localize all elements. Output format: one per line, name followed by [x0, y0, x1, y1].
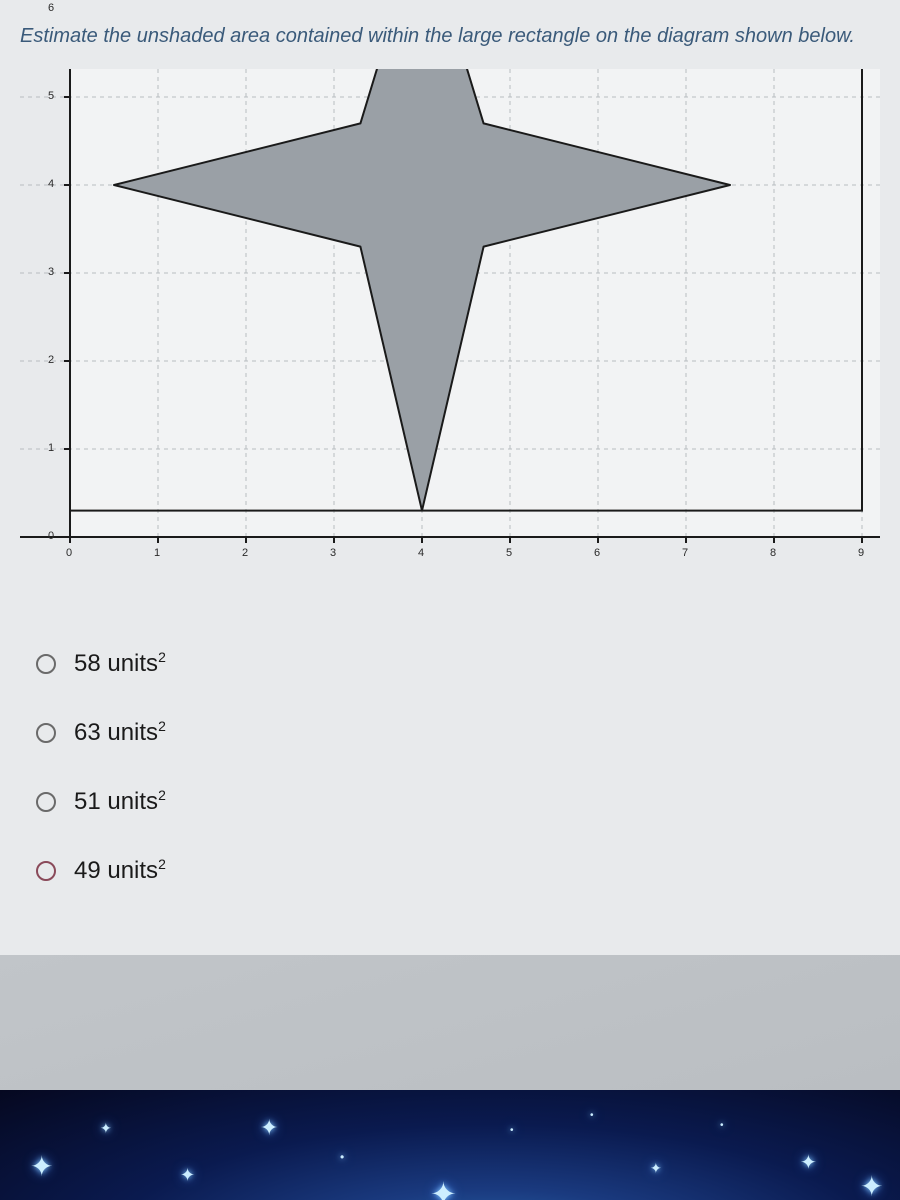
option-value: 51 units: [74, 788, 158, 815]
sparkle-icon: ✦: [30, 1150, 53, 1183]
x-tick-label: 0: [66, 547, 72, 559]
grid-diagram: [20, 69, 880, 569]
option-exponent: 2: [158, 649, 166, 665]
x-tick-label: 9: [858, 547, 864, 559]
radio-icon[interactable]: [36, 723, 56, 743]
diagram-container: 012345678901234567: [20, 69, 880, 589]
option-2[interactable]: 63 units2: [36, 718, 880, 747]
sparkle-icon: ✦: [650, 1160, 662, 1177]
question-sheet: Estimate the unshaded area contained wit…: [0, 0, 900, 955]
radio-icon[interactable]: [36, 861, 56, 881]
option-label: 58 units2: [74, 649, 166, 678]
y-tick-label: 3: [48, 266, 54, 278]
sparkle-icon: •: [340, 1150, 344, 1164]
radio-icon[interactable]: [36, 792, 56, 812]
option-label: 63 units2: [74, 718, 166, 747]
sparkle-icon: ✦: [860, 1170, 883, 1200]
option-value: 49 units: [74, 857, 158, 884]
option-exponent: 2: [158, 787, 166, 803]
option-exponent: 2: [158, 856, 166, 872]
sparkle-icon: •: [590, 1110, 594, 1121]
sparkle-icon: ✦: [100, 1120, 112, 1137]
sparkle-icon: ✦: [430, 1175, 457, 1200]
x-tick-label: 8: [770, 547, 776, 559]
option-1[interactable]: 58 units2: [36, 649, 880, 678]
option-label: 49 units2: [74, 856, 166, 885]
y-tick-label: 4: [48, 178, 54, 190]
option-label: 51 units2: [74, 787, 166, 816]
y-tick-label: 5: [48, 90, 54, 102]
decorative-footer: ✦ ✦ ✦ ✦ • ✦ • • ✦ • ✦ ✦: [0, 1090, 900, 1200]
y-tick-label: 2: [48, 354, 54, 366]
sparkle-icon: •: [510, 1125, 514, 1136]
y-tick-label: 6: [48, 2, 54, 14]
sparkle-icon: •: [720, 1120, 724, 1131]
x-tick-label: 7: [682, 547, 688, 559]
option-4[interactable]: 49 units2: [36, 856, 880, 885]
option-exponent: 2: [158, 718, 166, 734]
option-value: 58 units: [74, 650, 158, 677]
x-tick-label: 2: [242, 547, 248, 559]
radio-icon[interactable]: [36, 654, 56, 674]
option-3[interactable]: 51 units2: [36, 787, 880, 816]
sparkle-icon: ✦: [260, 1115, 278, 1141]
x-tick-label: 1: [154, 547, 160, 559]
x-tick-label: 4: [418, 547, 424, 559]
sparkle-icon: ✦: [180, 1165, 195, 1186]
option-value: 63 units: [74, 719, 158, 746]
question-text: Estimate the unshaded area contained wit…: [20, 22, 880, 51]
y-tick-label: 1: [48, 442, 54, 454]
sparkle-icon: ✦: [800, 1150, 817, 1175]
x-tick-label: 5: [506, 547, 512, 559]
y-tick-label: 0: [48, 530, 54, 542]
x-tick-label: 3: [330, 547, 336, 559]
answer-options: 58 units263 units251 units249 units2: [20, 649, 880, 885]
x-tick-label: 6: [594, 547, 600, 559]
